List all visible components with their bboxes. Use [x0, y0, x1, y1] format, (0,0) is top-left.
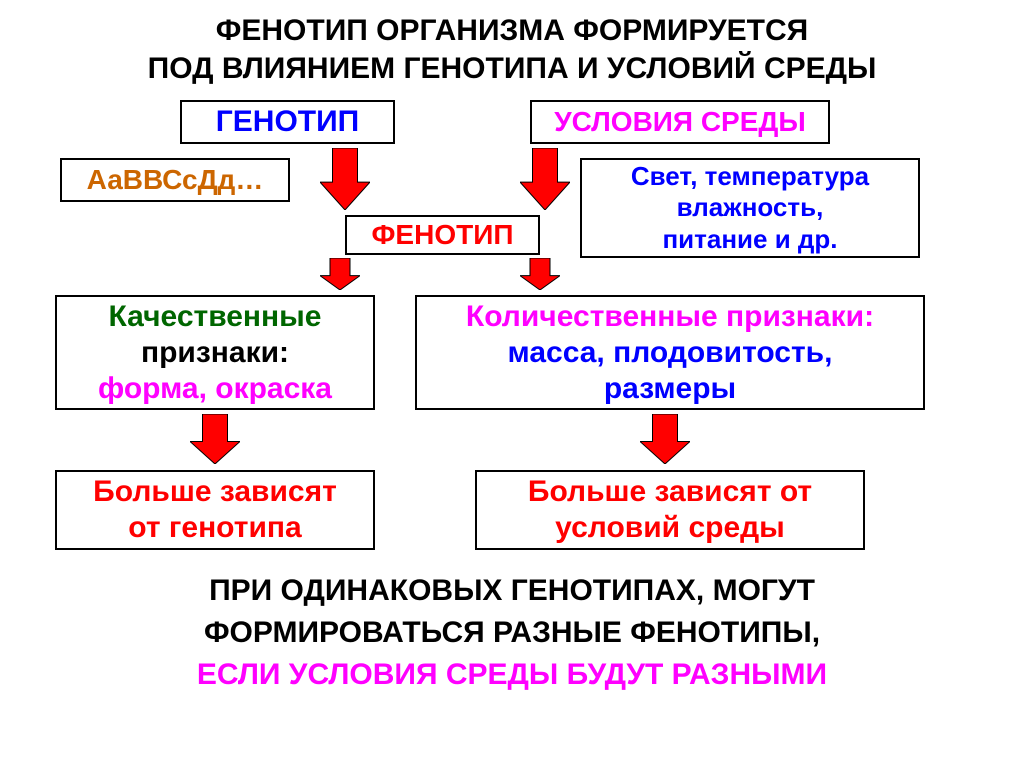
down-arrow-icon: [520, 258, 560, 290]
box-alleles: АаВВСсДд…: [60, 158, 290, 202]
down-arrow-icon: [640, 414, 690, 464]
quant-line3: размеры: [604, 371, 736, 407]
down-arrow-icon: [320, 148, 370, 210]
dep-env-line2: условий среды: [555, 510, 785, 546]
box-qualitative: Качественные признаки: форма, окраска: [55, 295, 375, 410]
box-environment: УСЛОВИЯ СРЕДЫ: [530, 100, 830, 144]
env-detail-line1: Свет, температура: [631, 161, 869, 192]
env-detail-line2: влажность,: [677, 192, 824, 223]
env-detail-line3: питание и др.: [662, 224, 837, 255]
footer-line1: ПРИ ОДИНАКОВЫХ ГЕНОТИПАХ, МОГУТ: [0, 570, 1024, 612]
footer-text: ПРИ ОДИНАКОВЫХ ГЕНОТИПАХ, МОГУТ ФОРМИРОВ…: [0, 570, 1024, 696]
box-genotype-text: ГЕНОТИП: [216, 104, 359, 140]
box-phenotype-text: ФЕНОТИП: [372, 218, 514, 252]
footer-line2: ФОРМИРОВАТЬСЯ РАЗНЫЕ ФЕНОТИПЫ,: [0, 612, 1024, 654]
down-arrow-icon: [190, 414, 240, 464]
box-environment-text: УСЛОВИЯ СРЕДЫ: [554, 105, 806, 139]
down-arrow-icon: [520, 148, 570, 210]
qual-line3: форма, окраска: [98, 371, 332, 407]
quant-line2: масса, плодовитость,: [508, 335, 833, 371]
qual-line1: Качественные: [109, 299, 322, 335]
box-alleles-text: АаВВСсДд…: [87, 163, 264, 197]
box-genotype: ГЕНОТИП: [180, 100, 395, 144]
dep-gen-line2: от генотипа: [128, 510, 301, 546]
box-phenotype: ФЕНОТИП: [345, 215, 540, 255]
footer-line3: ЕСЛИ УСЛОВИЯ СРЕДЫ БУДУТ РАЗНЫМИ: [0, 654, 1024, 696]
box-env-detail: Свет, температура влажность, питание и д…: [580, 158, 920, 258]
qual-line2: признаки:: [141, 335, 289, 371]
quant-line1: Количественные признаки:: [466, 299, 874, 335]
diagram-title: ФЕНОТИП ОРГАНИЗМА ФОРМИРУЕТСЯ ПОД ВЛИЯНИ…: [0, 0, 1024, 87]
box-quantitative: Количественные признаки: масса, плодовит…: [415, 295, 925, 410]
down-arrow-icon: [320, 258, 360, 290]
dep-gen-line1: Больше зависят: [93, 474, 337, 510]
title-line1: ФЕНОТИП ОРГАНИЗМА ФОРМИРУЕТСЯ: [0, 12, 1024, 50]
dep-env-line1: Больше зависят от: [528, 474, 812, 510]
box-depends-genotype: Больше зависят от генотипа: [55, 470, 375, 550]
box-depends-env: Больше зависят от условий среды: [475, 470, 865, 550]
title-line2: ПОД ВЛИЯНИЕМ ГЕНОТИПА И УСЛОВИЙ СРЕДЫ: [0, 50, 1024, 88]
